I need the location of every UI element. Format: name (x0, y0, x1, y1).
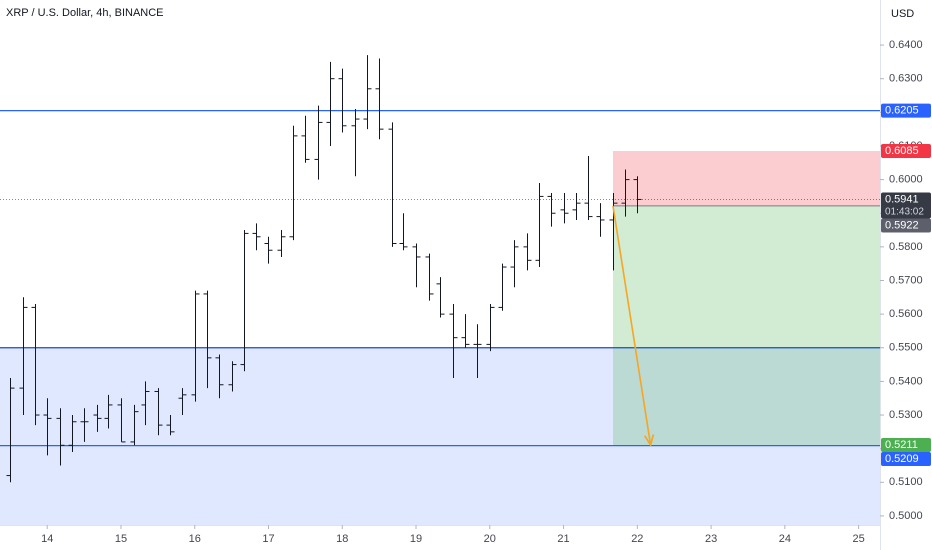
y-tick-label: 0.6000 (889, 174, 923, 186)
x-tick-label: 14 (41, 533, 53, 545)
price-label-box (881, 451, 931, 466)
x-tick-label: 16 (189, 533, 201, 545)
price-label: 0.5211 (885, 439, 918, 451)
y-tick-label: 0.5300 (889, 409, 923, 421)
y-tick-label: 0.5000 (889, 510, 923, 522)
plot-area (0, 55, 880, 525)
price-label-box (881, 192, 931, 219)
price-label-box (881, 218, 931, 233)
countdown-label: 01:43:02 (885, 207, 924, 218)
projection-arrow (612, 205, 651, 445)
price-label: 0.6205 (885, 105, 919, 117)
x-tick-label: 20 (484, 533, 496, 545)
support-zone (0, 347, 880, 525)
y-tick-label: 0.5800 (889, 241, 923, 253)
x-tick-label: 22 (631, 533, 643, 545)
y-tick-label: 0.5400 (889, 375, 923, 387)
price-label: 0.5209 (885, 453, 919, 465)
price-label: 0.6085 (885, 145, 919, 157)
x-tick-label: 19 (410, 533, 422, 545)
price-axis: 0.64000.63000.62000.61000.60000.59000.58… (880, 39, 931, 522)
x-tick-label: 24 (779, 533, 791, 545)
y-tick-label: 0.5500 (889, 342, 923, 354)
price-label-box (881, 144, 931, 159)
target-zone (612, 205, 880, 445)
x-tick-label: 15 (115, 533, 127, 545)
price-label-box (881, 437, 931, 452)
x-tick-label: 18 (336, 533, 348, 545)
y-tick-label: 0.5600 (889, 308, 923, 320)
y-tick-label: 0.6400 (889, 39, 923, 51)
x-tick-label: 25 (852, 533, 864, 545)
price-label: 0.5922 (885, 219, 919, 231)
x-tick-label: 17 (262, 533, 274, 545)
stop-zone (612, 151, 880, 206)
x-tick-label: 21 (557, 533, 569, 545)
price-label-box (881, 103, 931, 118)
x-tick-label: 23 (705, 533, 717, 545)
y-tick-label: 0.5100 (889, 476, 923, 488)
price-label: 0.5941 (885, 193, 919, 205)
chart-title: XRP / U.S. Dollar, 4h, BINANCE (6, 7, 164, 19)
y-tick-label: 0.5700 (889, 274, 923, 286)
y-tick-label: 0.6300 (889, 73, 923, 85)
currency-label: USD (891, 8, 914, 20)
